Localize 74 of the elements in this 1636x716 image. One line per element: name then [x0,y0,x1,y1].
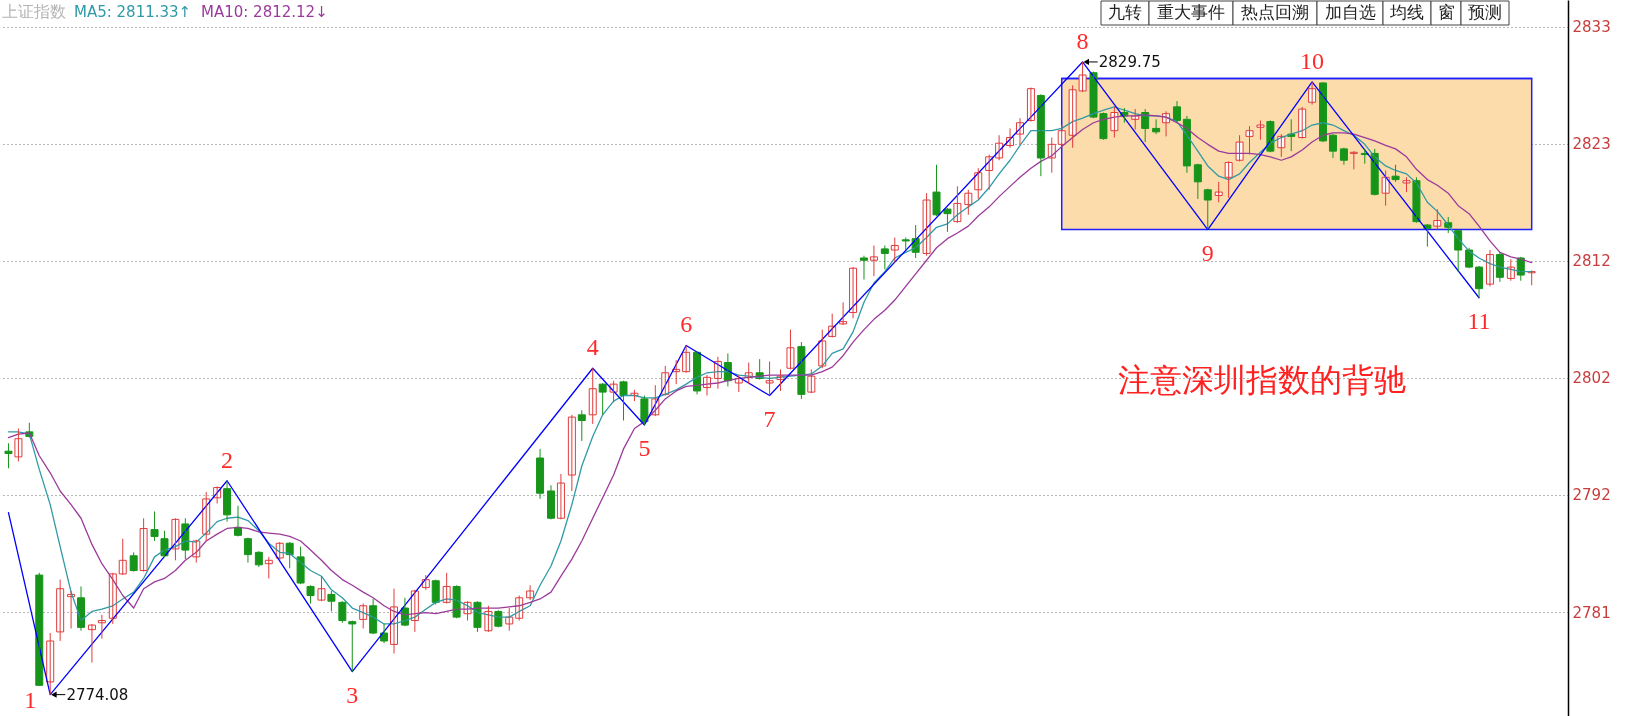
annotation: 8 [1076,27,1089,54]
annotation: 注意深圳指数的背驰 [1118,362,1406,398]
y-tick-label: 2792 [1572,486,1611,505]
candlestick [839,301,848,326]
annotation: 5 [638,435,651,462]
candlestick [484,605,493,633]
candlestick [1402,176,1411,193]
annotation: 6 [680,311,693,338]
text: MA5: 2811.33↑ [74,3,192,21]
y-tick-label: 2823 [1572,135,1611,154]
candlestick [1423,223,1432,248]
candlestick [171,517,180,561]
text: MA10: 2812.12↓ [201,3,328,21]
candlestick [327,590,336,612]
data-label: 2829.75 [1098,52,1161,71]
annotation: 九转 [1108,2,1142,22]
candlestick [1203,188,1212,231]
y-tick-label: 2833 [1572,18,1611,37]
candlestick [640,395,649,426]
candlestick [150,510,159,542]
candlestick [859,255,868,281]
annotation: 11 [1467,307,1491,334]
candlestick [577,409,586,442]
candlestick [1235,134,1244,162]
candlestick [786,329,795,370]
annotation: 重大事件 [1157,2,1225,22]
annotation: 2 [221,446,234,473]
annotation: 窗 [1437,2,1455,22]
annotation: 加自选 [1324,2,1376,22]
candlestick [129,551,138,573]
candlestick [797,341,806,400]
candlestick [452,584,461,619]
candlestick [619,380,628,422]
y-tick-label: 2802 [1572,369,1611,388]
candlestick [139,517,148,573]
candlestick [4,442,13,469]
annotation: 10 [1300,47,1325,74]
candlestick [943,207,952,233]
y-tick-label: 2781 [1572,603,1611,622]
candlestick [296,546,305,585]
candlestick [1412,176,1421,224]
candlestick [1381,169,1390,207]
annotation: 4 [586,334,599,361]
candlestick [1224,160,1233,199]
annotation: 7 [763,405,776,432]
candlestick [306,584,315,604]
candlestick [317,575,326,602]
candlestick [1391,164,1400,183]
candlestick [609,380,618,403]
candlestick [598,382,607,416]
annotation: 3 [346,681,359,708]
candlestick [765,360,774,396]
annotation: 预测 [1468,2,1502,22]
annotation: 9 [1201,239,1214,266]
candlestick [922,192,931,257]
candlestick [901,237,910,251]
candlestick [932,164,941,217]
candlestick [348,620,357,673]
candlestick [1266,119,1275,153]
candlestick [118,538,127,576]
candlestick [1245,125,1254,156]
candlestick [1433,208,1442,231]
candlestick [890,237,899,264]
candlestick [953,185,962,224]
candlestick [1256,119,1265,141]
y-tick-label: 2812 [1572,252,1611,271]
annotation: 热点回溯 [1241,2,1309,22]
annotation: 均线 [1389,2,1424,22]
candlestick [14,427,23,462]
candlestick [1214,181,1223,203]
data-label: 2774.08 [66,685,129,704]
candlestick [1110,106,1119,139]
annotation: 1 [24,686,37,713]
chart-title: 上证指数 [2,2,66,21]
